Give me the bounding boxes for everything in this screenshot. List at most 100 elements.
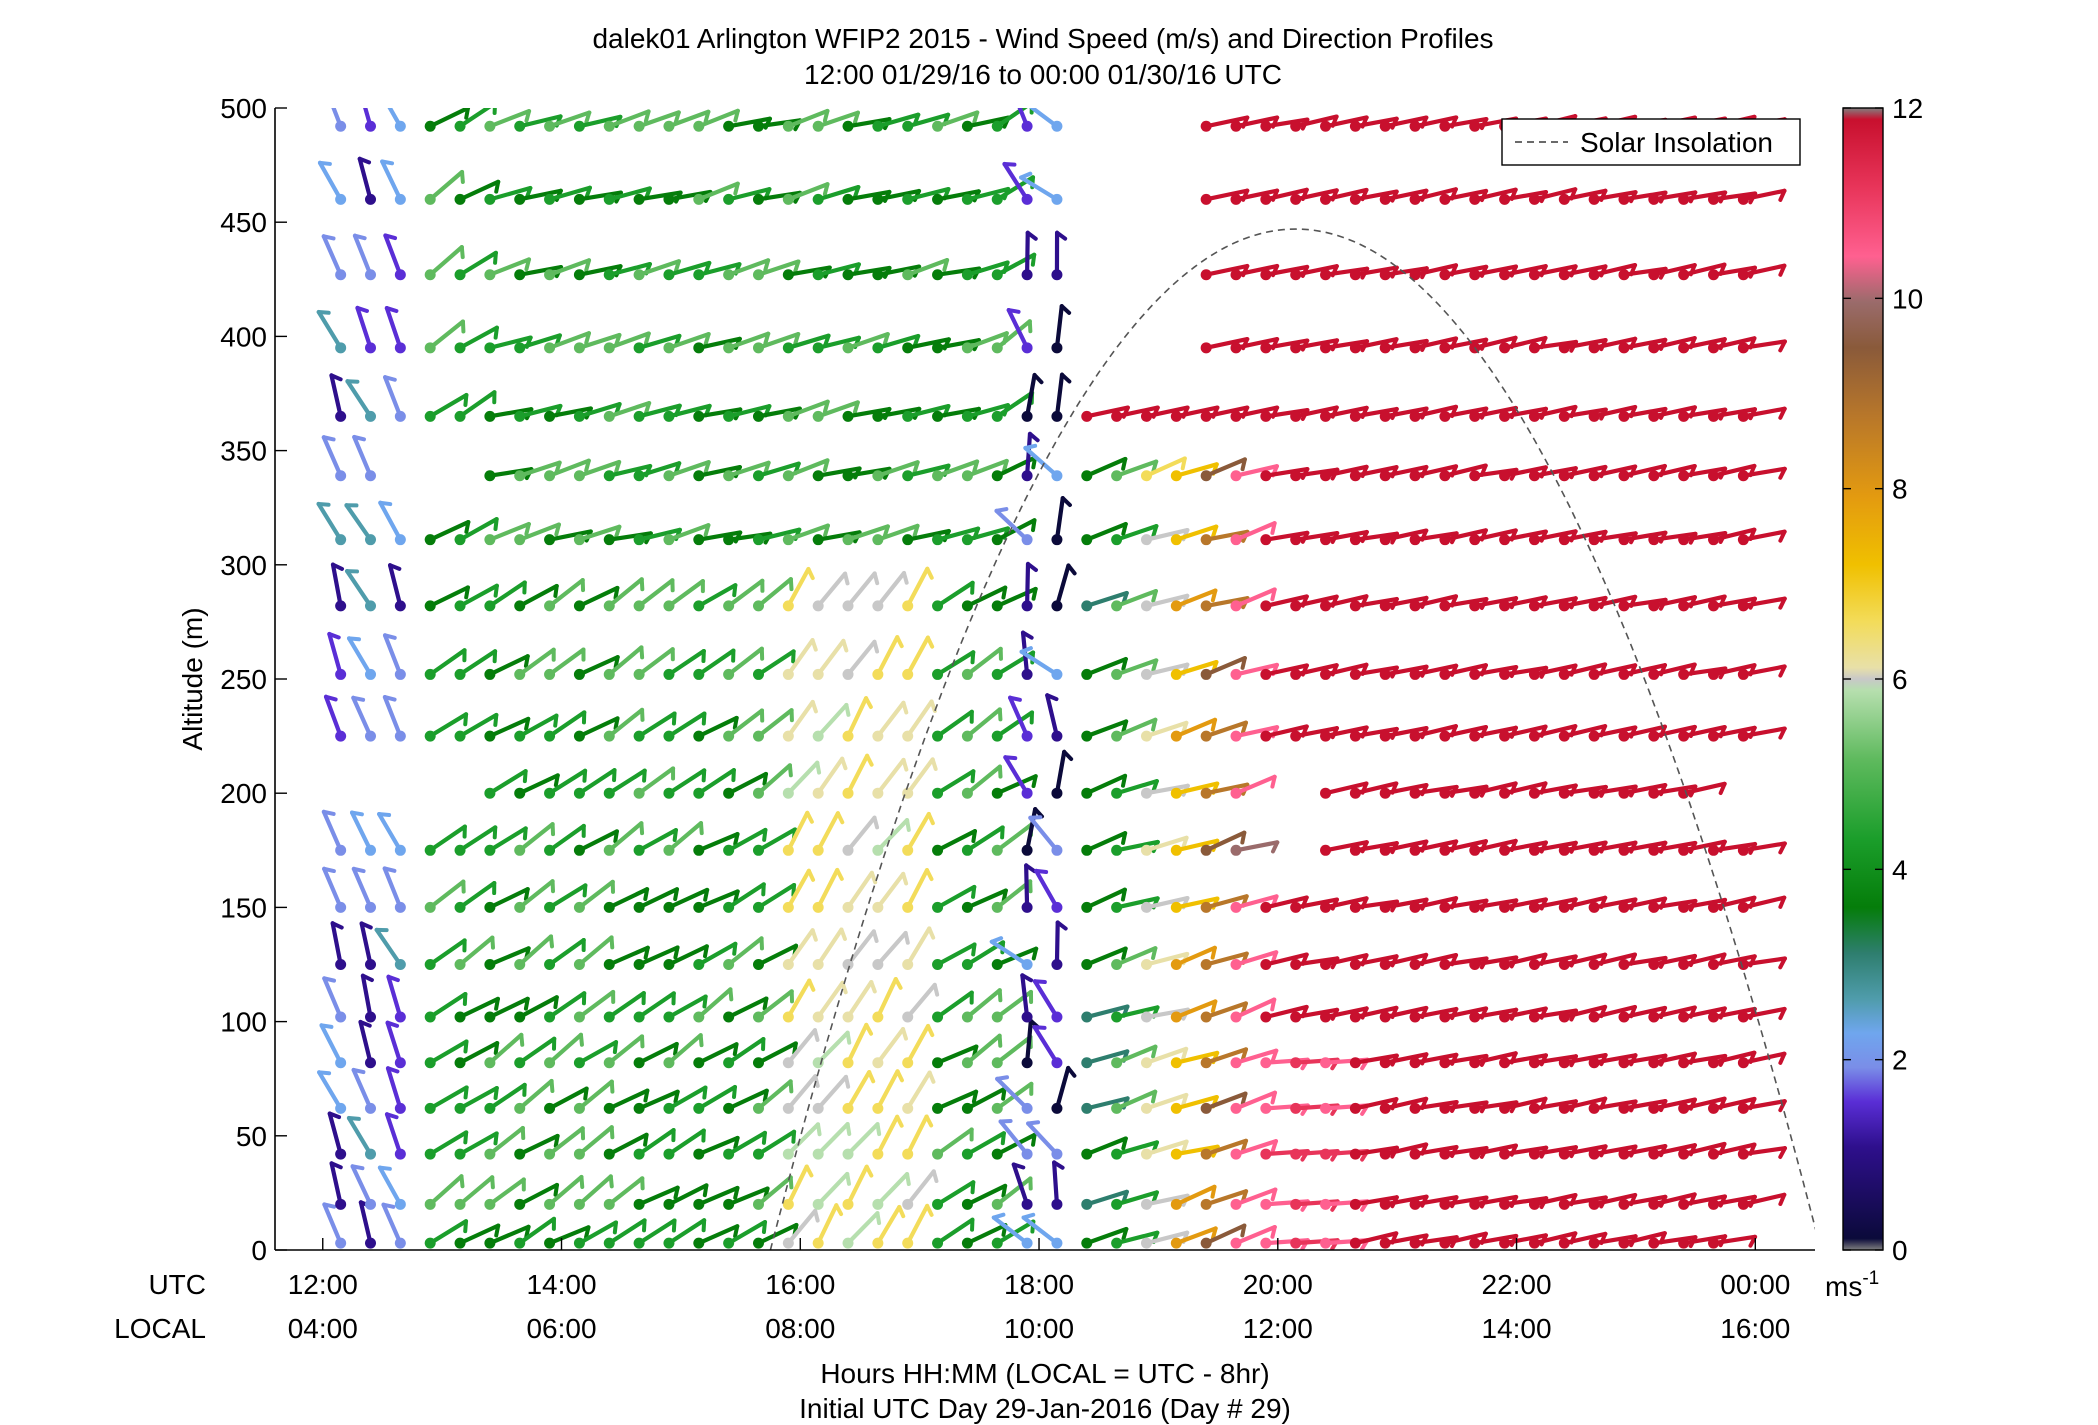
wind-barb-point <box>454 1057 466 1069</box>
wind-barb-point <box>544 844 556 856</box>
wind-barb-shaft <box>517 1036 557 1065</box>
wind-barb-point <box>1439 844 1451 856</box>
wind-barb-shaft <box>1472 898 1519 910</box>
wind-barb-shaft <box>1353 899 1400 910</box>
wind-barb-point <box>1409 600 1421 612</box>
wind-barb-shaft <box>329 373 343 419</box>
wind-barb-shaft <box>1026 1121 1060 1157</box>
wind-barb-point <box>484 1102 496 1114</box>
wind-barb-point <box>1170 844 1182 856</box>
wind-barb-point <box>961 120 973 132</box>
wind-barb-point <box>573 844 585 856</box>
wind-barb-point <box>1200 1148 1212 1160</box>
wind-barb-shaft <box>1020 973 1030 1020</box>
wind-barb-shaft <box>1681 190 1728 202</box>
wind-barb-flag <box>810 699 818 714</box>
wind-barb-flag <box>762 1088 769 1103</box>
wind-barb-shaft <box>1144 895 1190 910</box>
wind-barb-point <box>1737 959 1749 970</box>
wind-barb-flag <box>578 1032 584 1047</box>
wind-barb-shaft <box>726 996 769 1020</box>
wind-barb-shaft <box>1532 529 1578 542</box>
wind-barb-point <box>1558 730 1570 742</box>
wind-barb-point <box>752 844 764 856</box>
wind-barb-point <box>544 470 556 482</box>
wind-barb-point <box>991 470 1003 482</box>
wind-barb-point <box>1618 787 1630 799</box>
wind-barb-shaft <box>547 823 586 853</box>
wind-barb-point <box>1528 600 1540 612</box>
wind-barb-shaft <box>381 1202 403 1246</box>
wind-barb-point <box>1618 600 1630 612</box>
wind-barb-point <box>544 1198 556 1210</box>
wind-barb-point <box>961 959 973 970</box>
wind-barb-point <box>1379 600 1391 612</box>
wind-barb-shaft <box>547 1174 584 1207</box>
wind-barb-point <box>1140 787 1152 799</box>
wind-barb-point <box>1081 600 1093 612</box>
wind-barb-point <box>394 1057 406 1069</box>
wind-barb-point <box>544 901 556 913</box>
wind-barb-flag <box>1240 1138 1249 1153</box>
wind-barb-shaft <box>428 392 469 419</box>
wind-barb-point <box>424 844 436 856</box>
wind-barb-point <box>961 668 973 680</box>
wind-barb-point <box>1140 534 1152 546</box>
wind-barb-point <box>1200 470 1212 482</box>
wind-barb-point <box>1320 1011 1332 1023</box>
wind-barb-shaft <box>666 579 705 609</box>
wind-barb-shaft <box>1592 464 1638 478</box>
wind-barb-shaft <box>517 403 563 419</box>
wind-barb-point <box>842 901 854 913</box>
wind-barb-point <box>752 959 764 970</box>
wind-barb-point <box>424 600 436 612</box>
wind-barb-point <box>1708 1198 1720 1210</box>
wind-barb-point <box>394 1011 406 1023</box>
wind-barb-point <box>1558 1148 1570 1160</box>
wind-barb-shaft <box>1383 528 1429 542</box>
wind-barb-point <box>1379 1057 1391 1069</box>
wind-barb-flag <box>493 712 499 727</box>
wind-barb-point <box>1379 959 1391 970</box>
wind-barb-shaft <box>1293 726 1340 739</box>
wind-barb-point <box>842 668 854 680</box>
wind-barb-point <box>424 1198 436 1210</box>
wind-barb-shaft <box>1621 1144 1668 1157</box>
wind-barb-shaft <box>905 463 951 478</box>
wind-barb-shaft <box>1353 726 1399 739</box>
wind-barb-point <box>961 1057 973 1069</box>
wind-barb-shaft <box>786 1074 818 1111</box>
wind-barb-shaft <box>1114 839 1160 853</box>
wind-barb-flag <box>355 305 369 313</box>
wind-barb-shaft <box>577 264 623 277</box>
wind-barb-point <box>1737 470 1749 482</box>
wind-barb-point <box>1051 901 1063 913</box>
colorbar-units: ms-1 <box>1825 1268 1879 1302</box>
wind-barb-shaft <box>1532 596 1578 609</box>
wind-barb-point <box>603 1102 615 1114</box>
wind-barb-shaft <box>786 399 830 419</box>
wind-barb-point <box>961 730 973 742</box>
wind-barb-shaft <box>1263 663 1309 677</box>
wind-barb-flag <box>1718 781 1727 796</box>
wind-barb-flag <box>464 108 470 120</box>
wind-barb-shaft <box>1412 724 1458 739</box>
wind-barb-flag <box>382 695 397 702</box>
utc-row-label: UTC <box>148 1269 206 1300</box>
wind-barb-shaft <box>547 937 586 967</box>
wind-barb-flag <box>673 1042 679 1056</box>
wind-barb-point <box>812 1148 824 1160</box>
wind-barb-shaft <box>1293 956 1340 967</box>
wind-barb-flag <box>384 306 399 314</box>
wind-barb-shaft <box>1353 1097 1399 1111</box>
wind-barb-shaft <box>1052 1160 1060 1207</box>
wind-barb-point <box>394 1148 406 1160</box>
wind-barb-shaft <box>1472 955 1519 967</box>
wind-barb-shaft <box>816 867 840 910</box>
wind-barb-point <box>1678 1102 1690 1114</box>
wind-barb-point <box>573 342 585 354</box>
wind-barb-point <box>1111 844 1123 856</box>
wind-barb-point <box>514 1198 526 1210</box>
wind-barb-point <box>514 844 526 856</box>
wind-barb-point <box>1200 1057 1212 1069</box>
